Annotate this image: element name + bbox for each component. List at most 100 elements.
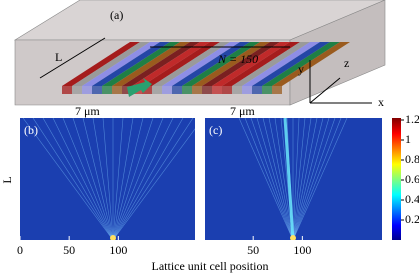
colorbar-tick-label: 1.2: [405, 112, 419, 126]
beam: [244, 118, 294, 240]
beam: [22, 118, 114, 240]
stripe-side: [202, 86, 212, 94]
stripe-side: [262, 86, 272, 94]
stripe-side: [242, 86, 252, 94]
stripe-side: [62, 86, 72, 94]
stripe: [72, 42, 150, 86]
beam-pattern: [22, 118, 195, 240]
beam: [292, 118, 348, 240]
stripe: [182, 42, 260, 86]
stripe: [272, 42, 350, 86]
beam: [262, 118, 294, 240]
colorbar-tick-label: 1: [405, 132, 411, 146]
source: [110, 235, 116, 240]
beam: [292, 118, 342, 240]
beam: [292, 118, 300, 240]
beam: [238, 118, 294, 240]
stripe-side: [102, 86, 112, 94]
stripe-side: [112, 86, 122, 94]
heatmap: [20, 118, 195, 240]
stripe: [192, 42, 270, 86]
beam: [92, 118, 114, 240]
beam: [102, 118, 114, 240]
lattice-stripes: [62, 42, 350, 94]
colorbar-tick-label: 0.2: [405, 212, 419, 226]
stripe-side: [272, 86, 282, 94]
stripe: [92, 42, 170, 86]
beam-pattern: [238, 118, 348, 240]
stripe-side: [82, 86, 92, 94]
beam: [112, 118, 144, 240]
beam: [283, 118, 295, 240]
beam: [292, 118, 318, 240]
stripe-side: [92, 86, 102, 94]
gap-label: 7 μm: [75, 104, 100, 118]
colorbar-tick-label: 0.6: [405, 172, 419, 186]
stripe: [112, 42, 190, 86]
beam: [256, 118, 294, 240]
heatmap: [205, 118, 382, 240]
axes-glyph: [309, 60, 372, 104]
x-tick-label: 100: [109, 243, 127, 257]
colorbar-tick-label: 0.4: [405, 192, 419, 206]
x-axis-label: Lattice unit cell position: [152, 259, 269, 273]
x-tick-label: 100: [293, 243, 311, 257]
x-tick-label: 50: [63, 243, 75, 257]
beam: [112, 118, 134, 240]
stripe: [132, 42, 210, 86]
beam: [62, 118, 114, 240]
stripe-side: [232, 86, 242, 94]
l-arrow: [39, 37, 106, 79]
colorbar-tick-label: 0.8: [405, 152, 419, 166]
beam: [72, 118, 114, 240]
stripe-side: [252, 86, 262, 94]
beam: [268, 118, 294, 240]
beam: [112, 118, 174, 240]
stripe-side: [212, 86, 222, 94]
stripe-side: [142, 86, 152, 94]
beam: [112, 128, 195, 240]
stripe: [62, 42, 140, 86]
beam: [112, 118, 194, 240]
beam: [112, 118, 164, 240]
stripe: [122, 42, 200, 86]
axis-name: y: [298, 62, 304, 76]
beam: [274, 118, 294, 240]
panel-label: (c): [209, 123, 222, 137]
beam: [82, 118, 114, 240]
beam: [112, 118, 154, 240]
beam: [292, 118, 306, 240]
beam: [292, 118, 330, 240]
stripe-side: [72, 86, 82, 94]
source: [290, 235, 296, 240]
beam: [292, 118, 312, 240]
stripe-side: [172, 86, 182, 94]
beam: [42, 118, 114, 240]
stripe-side: [182, 86, 192, 94]
stripe-side: [162, 86, 172, 94]
gap-label: 7 μm: [230, 104, 255, 118]
stripe-side: [122, 86, 132, 94]
input-arrow: [127, 78, 152, 97]
stripe: [152, 42, 230, 86]
stripe: [162, 42, 240, 86]
axis-name: x: [378, 95, 384, 109]
stripe: [242, 42, 320, 86]
panel-label: (b): [24, 123, 38, 137]
beam: [112, 118, 124, 240]
stripe: [202, 42, 280, 86]
beam: [292, 118, 336, 240]
n-label: N = 150: [217, 52, 258, 66]
stripe: [172, 42, 250, 86]
stripe: [252, 42, 330, 86]
y-axis-label: L: [0, 176, 14, 183]
x-tick-label: 50: [247, 243, 259, 257]
stripe: [142, 42, 220, 86]
beam: [32, 118, 114, 240]
stripe: [102, 42, 180, 86]
stripe-side: [222, 86, 232, 94]
stripe-side: [192, 86, 202, 94]
stripe: [212, 42, 290, 86]
x-tick-label: 0: [17, 243, 23, 257]
